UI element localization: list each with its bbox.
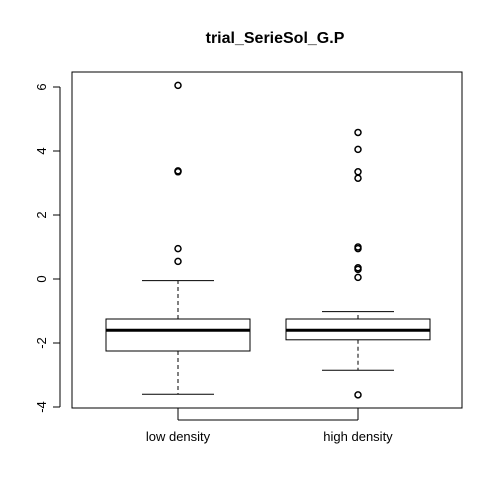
y-axis: -4 -2 0 2 4 6 — [34, 83, 61, 413]
y-tick-label: 0 — [34, 275, 49, 282]
y-tick-label: -4 — [34, 401, 49, 413]
outlier-point — [354, 243, 362, 251]
chart-title: trial_SerieSol_G.P — [206, 30, 345, 47]
x-tick-label: high density — [323, 429, 393, 444]
iqr-box — [105, 318, 251, 352]
outlier-point — [174, 257, 182, 266]
outlier-point — [354, 391, 362, 399]
outlier-point — [174, 81, 182, 90]
outlier-point — [174, 167, 182, 175]
outlier-point — [354, 264, 362, 272]
x-tick-label: low density — [146, 429, 211, 444]
outlier-point — [354, 145, 362, 154]
x-axis: low density high density — [146, 408, 393, 444]
y-tick-label: 4 — [34, 147, 49, 154]
outlier-point — [174, 244, 182, 253]
outlier-point — [354, 128, 362, 137]
box-group-low-density — [105, 81, 251, 395]
y-tick-label: -2 — [34, 337, 49, 349]
boxes — [105, 81, 431, 399]
y-tick-label: 2 — [34, 211, 49, 218]
box-group-high-density — [285, 128, 431, 399]
plot-frame — [71, 71, 463, 409]
y-tick-label: 6 — [34, 83, 49, 90]
outlier-point — [354, 168, 362, 176]
outlier-point — [354, 174, 362, 182]
outlier-point — [354, 273, 362, 282]
